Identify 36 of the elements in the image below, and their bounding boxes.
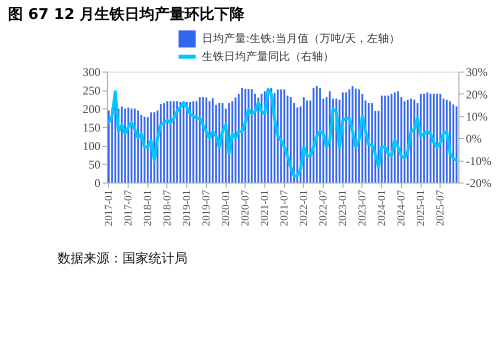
x-tick-label: 2017-01 — [102, 190, 115, 226]
x-tick-label: 2024-01 — [376, 190, 388, 226]
x-tick-label: 2022-07 — [317, 189, 330, 226]
y2-tick-label: 0% — [466, 132, 482, 146]
x-tick-label: 2018-07 — [161, 189, 174, 226]
line-series — [107, 88, 458, 178]
x-tick-label: 2021-01 — [258, 190, 271, 226]
y2-tick-label: -20% — [466, 176, 492, 190]
x-tick-label: 2022-01 — [298, 190, 310, 226]
x-tick-label: 2019-07 — [200, 189, 212, 226]
x-tick-label: 2023-07 — [356, 189, 368, 226]
chart-title: 图 67 12 月生铁日均产量环比下降 — [8, 5, 246, 24]
y-tick-label: 50 — [88, 158, 101, 172]
y2-tick-label: -10% — [466, 154, 492, 168]
y-tick-label: 300 — [82, 65, 101, 80]
x-tick-label: 2020-07 — [239, 189, 252, 226]
x-tick-label: 2019-01 — [180, 190, 193, 226]
y-tick-label: 0 — [94, 176, 101, 190]
x-tick-label: 2025-01 — [414, 190, 427, 226]
y2-tick-label: 30% — [466, 65, 488, 80]
x-tick-label: 2020-01 — [220, 190, 232, 226]
y-tick-label: 100 — [82, 139, 101, 154]
source-note: 数据来源：国家统计局 — [57, 250, 188, 267]
x-tick-label: 2023-01 — [336, 190, 349, 226]
x-tick-label: 2025-07 — [434, 189, 446, 226]
y-tick-label: 150 — [82, 120, 101, 135]
y-tick-label: 200 — [82, 102, 101, 116]
y-tick-label: 250 — [82, 84, 101, 98]
x-tick-label: 2024-07 — [395, 189, 408, 226]
legend-label: 生铁日均产量同比（右轴） — [202, 50, 334, 63]
legend-label: 日均产量:生铁:当月值（万吨/天，左轴） — [202, 32, 400, 45]
y2-tick-label: 10% — [466, 109, 488, 124]
x-tick-label: 2021-07 — [278, 189, 290, 226]
y2-tick-label: 20% — [466, 87, 488, 102]
x-tick-label: 2017-07 — [122, 189, 134, 226]
x-tick-label: 2018-01 — [142, 190, 154, 226]
